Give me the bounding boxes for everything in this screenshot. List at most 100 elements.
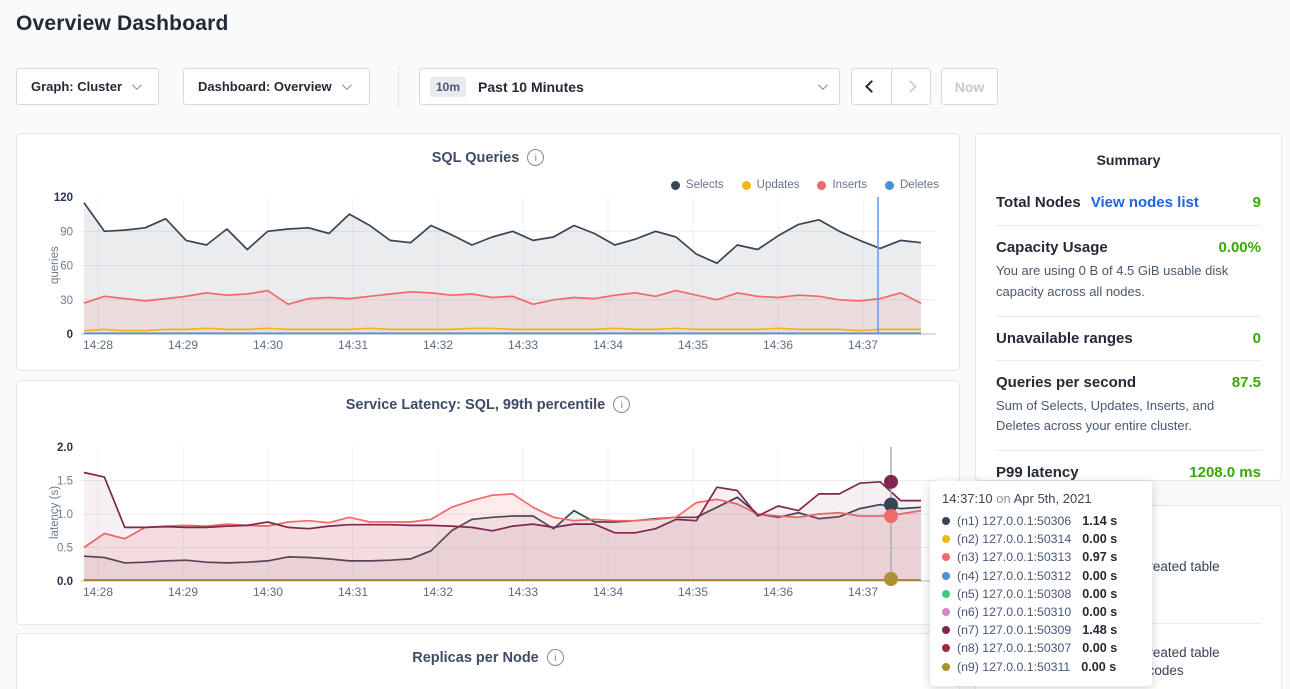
view-nodes-list-link[interactable]: View nodes list [1090, 194, 1199, 211]
node-latency-value: 1.14 s [1082, 514, 1118, 529]
svg-text:60: 60 [60, 261, 73, 273]
summary-row-p99: P99 latency 1208.0 ms [996, 464, 1261, 481]
chart-legend: Selects Updates Inserts Deletes [670, 179, 939, 191]
chart-title-replicas-per-node: Replicas per Node [412, 649, 539, 666]
tooltip-node-row: (n7) 127.0.0.1:50309 1.48 s [942, 621, 1140, 639]
p99-latency-label: P99 latency [996, 464, 1079, 482]
sql-queries-plot[interactable]: 0 30 60 90 120 14:28 14:29 14:30 14:31 14:32 14:33… [17, 189, 961, 367]
node-color-dot [942, 644, 950, 653]
svg-text:14:32: 14:32 [423, 338, 453, 352]
svg-text:14:31: 14:31 [338, 338, 368, 352]
node-latency-value: 0.97 s [1082, 550, 1118, 565]
tooltip-node-row: (n2) 127.0.0.1:50314 0.00 s [942, 530, 1140, 548]
node-address: (n2) 127.0.0.1:50314 [957, 532, 1072, 547]
legend-dot [741, 180, 751, 190]
svg-text:14:29: 14:29 [168, 585, 198, 599]
svg-text:14:29: 14:29 [168, 338, 198, 352]
svg-text:14:28: 14:28 [83, 338, 113, 352]
tooltip-node-row: (n4) 127.0.0.1:50312 0.00 s [942, 567, 1140, 585]
svg-text:2.0: 2.0 [57, 442, 73, 454]
p99-latency-value: 1208.0 ms [1189, 464, 1261, 482]
node-address: (n4) 127.0.0.1:50312 [957, 568, 1072, 583]
time-range-dropdown[interactable]: 10m Past 10 Minutes [419, 68, 840, 105]
divider [996, 315, 1261, 317]
graph-selector-label: Graph: Cluster [31, 79, 123, 94]
tooltip-node-row: (n9) 127.0.0.1:50311 0.00 s [942, 658, 1140, 676]
summary-row-total-nodes: Total Nodes View nodes list 9 [996, 194, 1261, 212]
node-latency-value: 0.00 s [1081, 659, 1117, 674]
qps-value: 87.5 [1231, 373, 1261, 391]
chevron-left-icon [865, 80, 878, 93]
node-color-dot [942, 662, 950, 671]
tooltip-node-row: (n8) 127.0.0.1:50307 0.00 s [942, 639, 1140, 657]
svg-text:0.0: 0.0 [57, 576, 73, 588]
node-color-dot [942, 535, 950, 544]
legend-dot [885, 180, 894, 190]
now-button[interactable]: Now [941, 68, 998, 105]
divider [996, 225, 1261, 226]
svg-text:14:32: 14:32 [423, 585, 453, 599]
svg-text:14:36: 14:36 [763, 585, 793, 599]
legend-item-inserts[interactable]: Inserts [817, 179, 867, 191]
chevron-down-icon [817, 80, 828, 91]
time-range-badge: 10m [430, 76, 467, 97]
summary-panel: Summary Total Nodes View nodes list 9 Cap… [975, 133, 1282, 481]
tooltip-node-row: (n6) 127.0.0.1:50310 0.00 s [942, 603, 1140, 621]
svg-text:1.0: 1.0 [57, 509, 73, 521]
node-latency-value: 0.00 s [1082, 605, 1118, 620]
time-shift-forward-button[interactable] [890, 69, 930, 104]
tooltip-timestamp: 14:37:10 on Apr 5th, 2021 [942, 491, 1092, 506]
time-range-label: Past 10 Minutes [478, 78, 584, 95]
svg-text:14:30: 14:30 [253, 585, 283, 599]
svg-text:14:36: 14:36 [763, 338, 793, 352]
tooltip-rows: (n1) 127.0.0.1:50306 1.14 s (n2) 127.0.0.1… [942, 512, 1140, 676]
time-shift-back-button[interactable] [852, 69, 891, 104]
info-icon[interactable]: i [527, 149, 545, 166]
service-latency-chart-card: Service Latency: SQL, 99th percentile i … [16, 380, 960, 625]
svg-text:0: 0 [67, 329, 73, 341]
page-title: Overview Dashboard [16, 12, 229, 35]
chevron-down-icon [131, 80, 142, 91]
capacity-usage-description: You are using 0 B of 4.5 GiB usable disk… [996, 263, 1229, 299]
legend-item-selects[interactable]: Selects [670, 179, 724, 191]
chevron-right-icon [904, 80, 918, 93]
chevron-down-icon [341, 80, 352, 91]
svg-text:14:33: 14:33 [508, 585, 538, 599]
summary-row-qps: Queries per second 87.5 [996, 374, 1261, 391]
replicas-per-node-chart-card: Replicas per Node i [16, 633, 960, 689]
svg-text:14:30: 14:30 [253, 338, 283, 352]
summary-title: Summary [1096, 152, 1161, 168]
node-address: (n5) 127.0.0.1:50308 [957, 586, 1072, 601]
capacity-usage-label: Capacity Usage [996, 239, 1108, 256]
graph-selector-dropdown[interactable]: Graph: Cluster [16, 68, 159, 105]
node-color-dot [942, 608, 950, 617]
service-latency-plot[interactable]: 0.0 0.5 1.0 1.5 2.0 14:28 14:29 14:30 14:31 14:32… [17, 439, 961, 611]
node-address: (n1) 127.0.0.1:50306 [957, 514, 1072, 529]
node-color-dot [942, 626, 950, 635]
total-nodes-label: Total Nodes [996, 194, 1081, 211]
legend-item-deletes[interactable]: Deletes [885, 179, 939, 191]
dashboard-selector-dropdown[interactable]: Dashboard: Overview [183, 68, 370, 105]
summary-row-unavailable-ranges: Unavailable ranges 0 [996, 330, 1261, 347]
tooltip-node-row: (n5) 127.0.0.1:50308 0.00 s [942, 585, 1140, 603]
qps-description: Sum of Selects, Updates, Inserts, and De… [996, 397, 1215, 434]
info-icon[interactable]: i [546, 649, 564, 666]
chart-title-service-latency: Service Latency: SQL, 99th percentile [345, 396, 606, 413]
info-icon[interactable]: i [613, 396, 631, 413]
node-latency-value: 0.00 s [1082, 641, 1118, 656]
legend-item-updates[interactable]: Updates [741, 179, 799, 191]
divider [996, 359, 1261, 361]
total-nodes-value: 9 [1252, 194, 1261, 211]
node-latency-value: 0.00 s [1082, 586, 1118, 601]
controls-divider [398, 66, 399, 107]
svg-text:14:37: 14:37 [848, 585, 878, 599]
tooltip-node-row: (n3) 127.0.0.1:50313 0.97 s [942, 548, 1140, 566]
node-address: (n8) 127.0.0.1:50307 [957, 641, 1072, 656]
node-latency-value: 1.48 s [1082, 623, 1118, 638]
node-address: (n7) 127.0.0.1:50309 [957, 623, 1072, 638]
divider [996, 450, 1261, 452]
node-color-dot [942, 553, 950, 562]
svg-text:14:35: 14:35 [678, 338, 708, 352]
svg-text:14:34: 14:34 [593, 585, 623, 599]
node-color-dot [942, 517, 950, 526]
